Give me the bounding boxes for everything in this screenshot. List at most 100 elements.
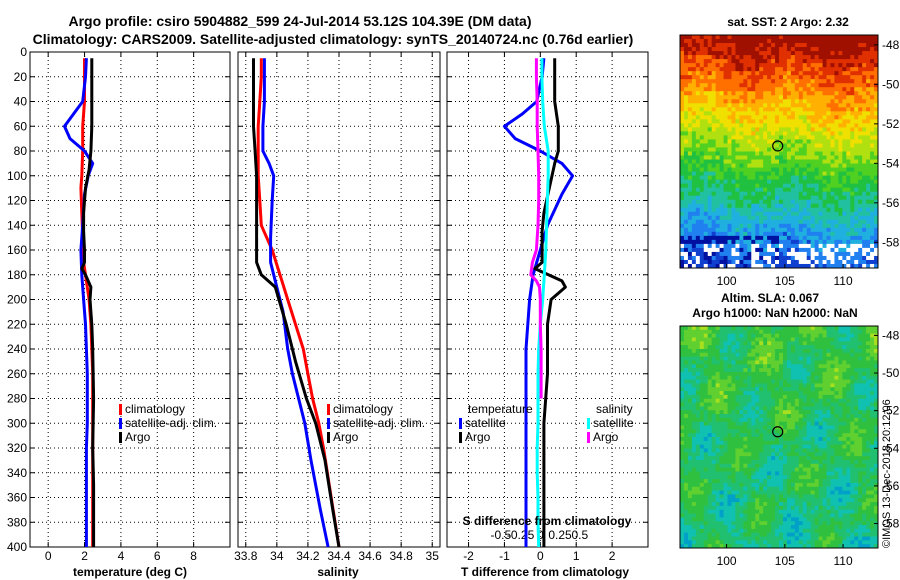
- map-cell: [687, 383, 693, 388]
- map-cell: [699, 348, 705, 354]
- map-cell: [826, 247, 831, 253]
- map-cell: [830, 175, 835, 181]
- map-cell: [846, 368, 851, 373]
- map-cell: [826, 219, 831, 225]
- map-cell: [822, 337, 827, 342]
- map-cell: [870, 243, 875, 249]
- map-cell: [747, 59, 752, 64]
- map-cell: [691, 95, 697, 100]
- map-cell: [794, 235, 800, 241]
- map-cell: [854, 71, 859, 76]
- map-cell: [683, 398, 689, 403]
- map-cell: [858, 452, 863, 457]
- y-tick-label: 260: [7, 367, 27, 381]
- map-cell: [719, 175, 724, 181]
- map-cell: [822, 191, 827, 197]
- map-cell: [822, 348, 827, 354]
- map-cell: [727, 183, 732, 189]
- map-cell: [751, 326, 756, 331]
- map-cell: [767, 364, 772, 369]
- map-cell: [699, 440, 705, 446]
- map-cell: [794, 215, 800, 221]
- map-cell: [703, 379, 709, 384]
- map-cell: [747, 394, 752, 400]
- map-cell: [822, 151, 827, 156]
- map-cell: [818, 394, 823, 400]
- map-cell: [870, 341, 875, 346]
- map-cell: [826, 75, 831, 80]
- map-cell: [779, 326, 784, 331]
- map-cell: [715, 348, 720, 354]
- map-cell: [782, 111, 788, 116]
- map-cell: [747, 175, 752, 181]
- map-cell: [850, 348, 855, 354]
- map-cell: [763, 251, 768, 257]
- map-cell: [751, 59, 756, 64]
- map-cell: [735, 123, 740, 128]
- legend-header-temperature: temperature: [468, 402, 533, 416]
- map-cell: [842, 379, 847, 384]
- map-cell: [818, 95, 823, 100]
- map-cell: [798, 394, 804, 400]
- map-cell: [680, 123, 685, 128]
- map-cell: [802, 429, 808, 434]
- map-cell: [782, 417, 788, 423]
- map-cell: [695, 39, 701, 44]
- map-cell: [842, 410, 847, 415]
- map-cell: [870, 255, 875, 261]
- map-cell: [846, 55, 851, 60]
- map-cell: [794, 95, 800, 100]
- map-cell: [802, 433, 808, 438]
- map-cell: [870, 429, 875, 434]
- map-cell: [699, 135, 705, 140]
- map-cell: [874, 391, 879, 396]
- map-cell: [775, 223, 780, 229]
- map-cell: [695, 223, 701, 229]
- map-cell: [771, 231, 776, 237]
- map-cell: [691, 352, 697, 358]
- map-cell: [707, 191, 713, 197]
- map-cell: [755, 444, 760, 449]
- map-cell: [854, 143, 859, 148]
- map-cell: [707, 95, 713, 100]
- map-cell: [814, 131, 819, 136]
- map-cell: [850, 115, 855, 120]
- map-cell: [798, 337, 804, 342]
- map-cell: [874, 394, 879, 400]
- map-cell: [743, 341, 748, 346]
- map-cell: [794, 83, 800, 88]
- map-cell: [683, 139, 689, 144]
- legend-label: Argo: [593, 430, 619, 444]
- map-cell: [802, 425, 808, 430]
- map-cell: [767, 437, 772, 442]
- map-cell: [802, 47, 808, 52]
- map-cell: [794, 337, 800, 342]
- map-cell: [814, 59, 819, 64]
- map-cell: [727, 406, 732, 411]
- map-cell: [711, 115, 717, 120]
- map-cell: [687, 429, 693, 434]
- map-cell: [826, 95, 831, 100]
- map-cell: [719, 39, 724, 44]
- map-cell: [687, 263, 693, 269]
- map-cell: [830, 360, 835, 365]
- map-cell: [786, 119, 792, 124]
- map-cell: [822, 352, 827, 358]
- map-cell: [779, 155, 784, 160]
- map-cell: [727, 448, 732, 453]
- map-cell: [707, 223, 713, 229]
- map-cell: [775, 219, 780, 225]
- map-cell: [747, 159, 752, 164]
- map-cell: [735, 255, 740, 261]
- map-cell: [782, 47, 788, 52]
- map-cell: [715, 368, 720, 373]
- map-cell: [826, 99, 831, 104]
- map-cell: [680, 43, 685, 48]
- map-cell: [739, 59, 744, 64]
- map-cell: [775, 151, 780, 156]
- map-cell: [794, 191, 800, 197]
- map-cell: [771, 360, 776, 365]
- map-cell: [739, 429, 744, 434]
- map-cell: [810, 255, 816, 261]
- map-cell: [802, 139, 808, 144]
